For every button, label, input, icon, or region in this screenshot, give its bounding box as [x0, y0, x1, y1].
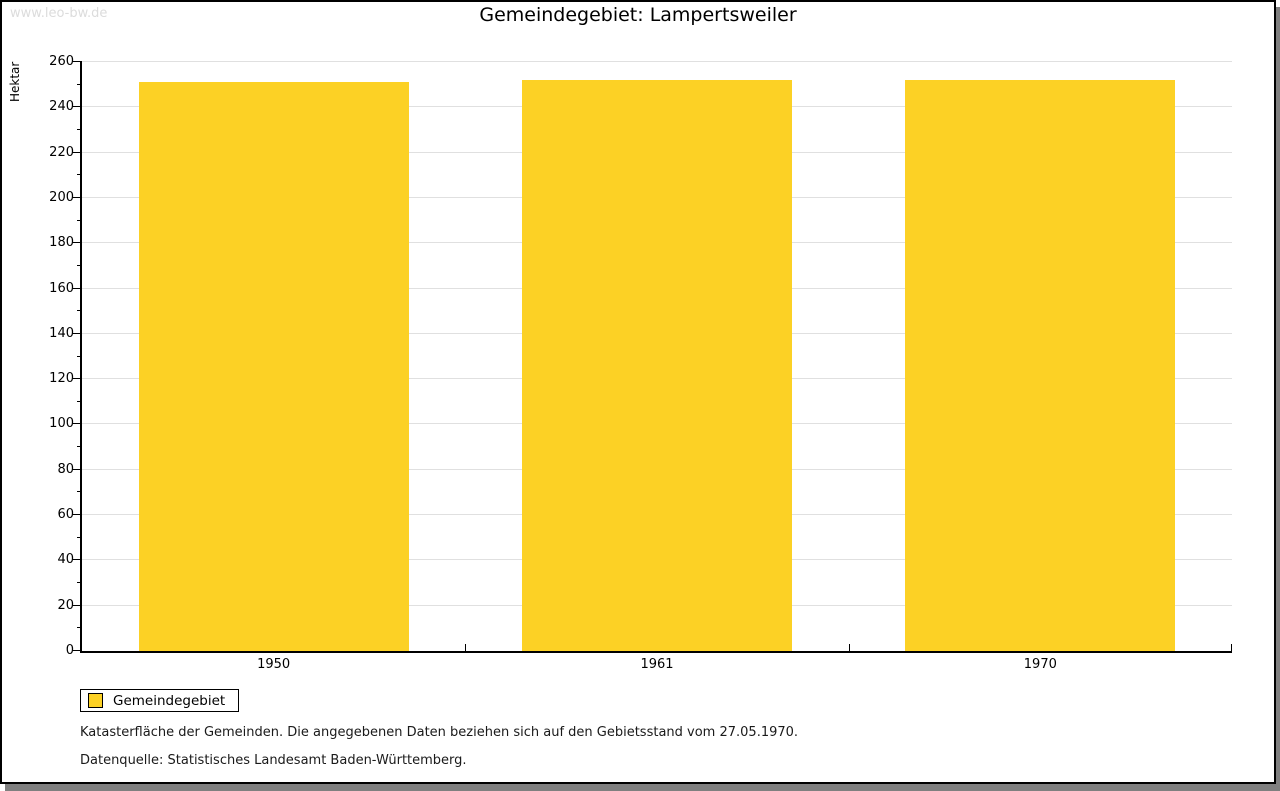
x-boundary-tick — [848, 644, 850, 651]
y-major-tick — [73, 287, 82, 289]
y-minor-tick — [77, 83, 82, 85]
bar-1970 — [905, 80, 1176, 651]
y-major-tick — [73, 242, 82, 244]
y-major-tick — [73, 378, 82, 380]
x-tick-label: 1970 — [1023, 657, 1057, 672]
y-minor-tick — [77, 310, 82, 312]
y-axis-line — [80, 62, 82, 653]
y-minor-tick — [77, 491, 82, 493]
y-major-tick — [73, 61, 82, 62]
y-tick-label: 260 — [49, 54, 74, 69]
y-major-tick — [73, 468, 82, 470]
legend: Gemeindegebiet — [80, 689, 240, 712]
y-minor-tick — [77, 355, 82, 357]
y-minor-tick — [77, 128, 82, 130]
footnote-source: Datenquelle: Statistisches Landesamt Bad… — [80, 753, 467, 768]
x-tick-label: 1950 — [257, 657, 291, 672]
y-tick-label: 120 — [49, 371, 74, 387]
bar-1961 — [522, 80, 792, 651]
chart-title: Gemeindegebiet: Lampertsweiler — [479, 4, 797, 26]
y-minor-tick — [77, 264, 82, 266]
y-tick-label: 140 — [49, 325, 74, 341]
y-major-tick — [73, 332, 82, 334]
x-axis-line — [80, 651, 1232, 653]
y-tick-label: 200 — [49, 189, 74, 205]
y-major-tick — [73, 151, 82, 153]
y-major-tick — [73, 604, 82, 606]
y-minor-tick — [77, 536, 82, 538]
footnote-description: Katasterfläche der Gemeinden. Die angege… — [80, 725, 799, 740]
y-major-tick — [73, 106, 82, 108]
y-axis-title: Hektar — [8, 61, 22, 102]
y-tick-label: 60 — [57, 507, 74, 523]
y-tick-label: 80 — [57, 461, 74, 477]
y-tick-label: 40 — [57, 552, 74, 568]
y-tick-label: 160 — [49, 280, 74, 296]
y-tick-label: 20 — [57, 597, 74, 613]
y-major-tick — [73, 514, 82, 516]
y-major-tick — [73, 196, 82, 198]
x-boundary-tick — [1231, 644, 1232, 651]
x-tick-label: 1961 — [640, 657, 674, 672]
y-tick-label: 220 — [49, 144, 74, 160]
y-tick-label: 180 — [49, 235, 74, 251]
y-tick-label: 240 — [49, 99, 74, 115]
y-minor-tick — [77, 627, 82, 629]
y-minor-tick — [77, 219, 82, 221]
bar-1950 — [138, 82, 409, 651]
y-major-tick — [73, 559, 82, 561]
y-minor-tick — [77, 174, 82, 176]
gridline — [82, 61, 1232, 62]
x-boundary-tick — [465, 644, 467, 651]
y-major-tick — [73, 650, 82, 651]
watermark: www.leo-bw.de — [10, 6, 108, 21]
y-major-tick — [73, 423, 82, 425]
y-minor-tick — [77, 400, 82, 402]
legend-label: Gemeindegebiet — [113, 692, 226, 709]
y-minor-tick — [77, 582, 82, 584]
y-tick-label: 100 — [49, 416, 74, 432]
legend-swatch-icon — [88, 693, 103, 708]
y-tick-label: 0 — [65, 643, 74, 658]
y-minor-tick — [77, 446, 82, 448]
